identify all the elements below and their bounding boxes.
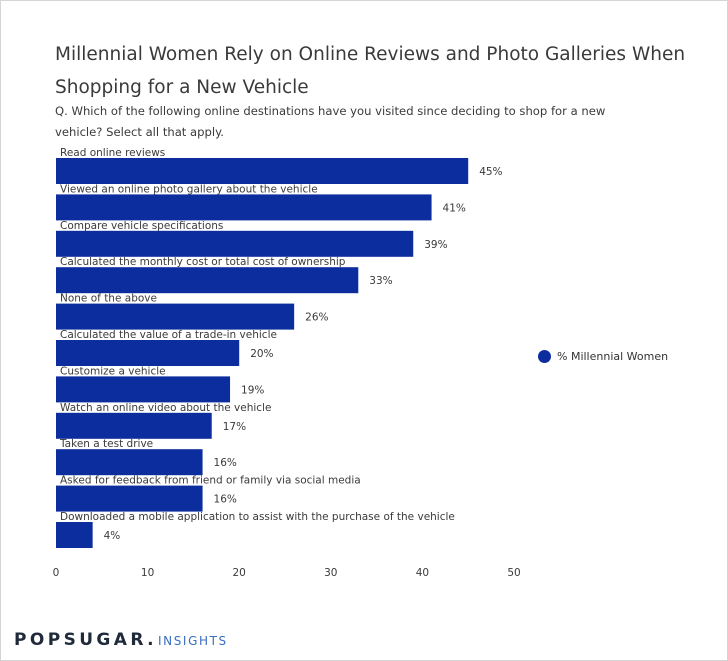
category-label: Calculated the monthly cost or total cos… [60,256,346,268]
chart-subtitle: Q. Which of the following online destina… [55,104,606,139]
data-label: 20% [250,348,273,360]
category-label: Viewed an online photo gallery about the… [60,183,318,195]
bar [56,485,203,512]
brand-logo: POPSUGAR. INSIGHTS [14,630,228,650]
bar [56,522,93,548]
category-label: Compare vehicle specifications [60,220,223,232]
x-tick-label: 50 [507,567,520,579]
legend-label: % Millennial Women [557,350,669,363]
brand-subname: INSIGHTS [158,634,228,648]
x-tick-label: 0 [53,567,60,579]
data-label: 16% [214,457,237,469]
bar [56,194,432,221]
category-label: Calculated the value of a trade-in vehic… [60,329,277,341]
bar [56,449,203,476]
data-label: 45% [479,166,502,178]
category-label: Taken a test drive [59,438,153,450]
bar [56,267,359,294]
category-label: None of the above [60,293,157,305]
x-tick-label: 10 [141,567,154,579]
bar [56,303,295,330]
x-tick-label: 30 [324,567,337,579]
data-label: 16% [214,494,237,506]
category-label: Customize a vehicle [60,365,166,377]
x-tick-label: 40 [416,567,429,579]
chart-title: Millennial Women Rely on Online Reviews … [55,44,686,98]
bar [56,230,414,257]
data-label: 33% [369,275,392,287]
data-label: 41% [443,202,466,214]
data-label: 4% [104,530,121,542]
bar [56,376,231,403]
legend-marker [538,350,551,363]
category-label: Downloaded a mobile application to assis… [60,511,455,523]
x-tick-label: 20 [233,567,246,579]
bar [56,158,469,184]
category-label: Asked for feedback from friend or family… [60,475,361,487]
bar [56,412,212,439]
data-label: 26% [305,312,328,324]
category-label: Read online reviews [60,147,165,159]
brand-name: POPSUGAR. [14,630,157,650]
data-label: 39% [424,239,447,251]
legend: % Millennial Women [538,350,668,363]
bar [56,340,240,366]
category-label: Watch an online video about the vehicle [60,402,271,414]
data-label: 19% [241,384,264,396]
data-label: 17% [223,421,246,433]
